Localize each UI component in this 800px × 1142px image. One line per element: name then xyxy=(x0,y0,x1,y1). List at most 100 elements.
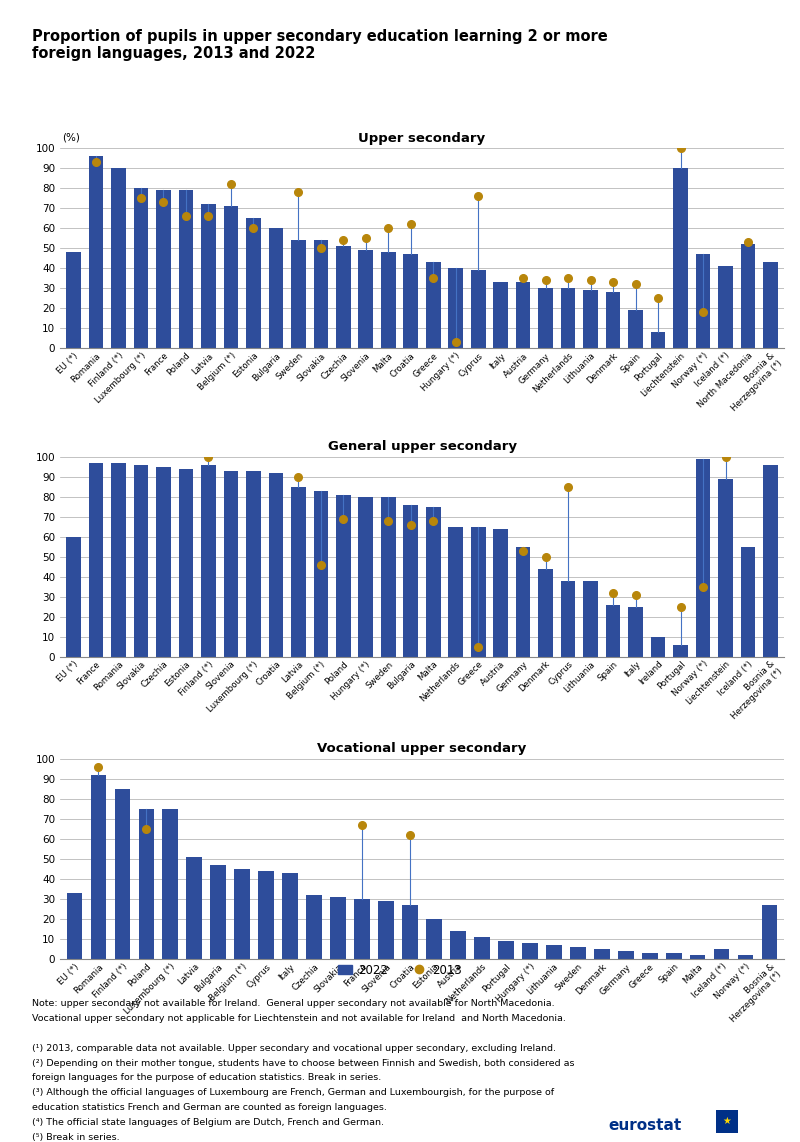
Bar xyxy=(583,290,598,348)
Bar xyxy=(570,948,586,959)
Title: General upper secondary: General upper secondary xyxy=(327,440,517,453)
Bar xyxy=(403,505,418,657)
Bar xyxy=(606,605,621,657)
Bar xyxy=(471,271,486,348)
Bar xyxy=(426,263,441,348)
Bar xyxy=(583,581,598,657)
Text: Vocational upper secondary not applicable for Liechtenstein and not available fo: Vocational upper secondary not applicabl… xyxy=(32,1014,566,1023)
Bar xyxy=(178,469,194,657)
Bar xyxy=(66,537,81,657)
Bar xyxy=(134,188,148,348)
Bar xyxy=(650,637,666,657)
Bar xyxy=(498,941,514,959)
Bar xyxy=(156,191,170,348)
Bar xyxy=(381,497,395,657)
Bar xyxy=(358,497,373,657)
Bar xyxy=(642,954,658,959)
Legend: 2022, 2013: 2022, 2013 xyxy=(338,964,462,976)
Bar xyxy=(269,473,283,657)
Text: (¹) 2013, comparable data not available. Upper secondary and vocational upper se: (¹) 2013, comparable data not available.… xyxy=(32,1044,556,1053)
Text: foreign languages for the purpose of education statistics. Break in series.: foreign languages for the purpose of edu… xyxy=(32,1073,382,1083)
Bar xyxy=(89,463,103,657)
Bar xyxy=(201,465,216,657)
Bar xyxy=(666,954,682,959)
Bar xyxy=(358,250,373,348)
Text: foreign languages, 2013 and 2022: foreign languages, 2013 and 2022 xyxy=(32,46,315,61)
Bar xyxy=(403,255,418,348)
Bar xyxy=(522,943,538,959)
Bar xyxy=(381,252,395,348)
Bar xyxy=(546,946,562,959)
Bar xyxy=(111,169,126,348)
Bar xyxy=(89,156,103,348)
Text: (%): (%) xyxy=(62,132,80,143)
Bar xyxy=(594,949,610,959)
Bar xyxy=(450,932,466,959)
Text: (⁵) Break in series.: (⁵) Break in series. xyxy=(32,1133,120,1142)
Bar xyxy=(246,471,261,657)
Bar xyxy=(378,901,394,959)
Bar xyxy=(738,955,754,959)
Bar xyxy=(66,893,82,959)
Bar xyxy=(741,547,755,657)
Bar xyxy=(90,775,106,959)
Bar xyxy=(291,486,306,657)
Bar xyxy=(330,898,346,959)
Bar xyxy=(234,869,250,959)
Bar xyxy=(138,810,154,959)
Bar xyxy=(628,311,643,348)
Bar xyxy=(66,252,81,348)
Bar xyxy=(282,874,298,959)
Bar xyxy=(354,900,370,959)
Bar xyxy=(114,789,130,959)
Bar xyxy=(618,951,634,959)
Bar xyxy=(718,478,733,657)
Bar xyxy=(471,526,486,657)
Bar xyxy=(561,289,575,348)
Text: education statistics French and German are counted as foreign languages.: education statistics French and German a… xyxy=(32,1103,387,1112)
Bar xyxy=(314,491,328,657)
Bar xyxy=(718,266,733,348)
Bar xyxy=(561,581,575,657)
Bar xyxy=(516,282,530,348)
Bar xyxy=(516,547,530,657)
Text: ★: ★ xyxy=(723,1117,731,1126)
Bar xyxy=(696,459,710,657)
Bar xyxy=(223,207,238,348)
Bar xyxy=(763,263,778,348)
Bar xyxy=(269,228,283,348)
Bar xyxy=(426,507,441,657)
Bar xyxy=(714,949,730,959)
Bar xyxy=(696,255,710,348)
Bar xyxy=(741,244,755,348)
Bar xyxy=(426,919,442,959)
Bar xyxy=(762,906,778,959)
Text: eurostat: eurostat xyxy=(608,1118,682,1133)
Bar xyxy=(763,465,778,657)
Bar xyxy=(336,247,350,348)
Title: Upper secondary: Upper secondary xyxy=(358,131,486,145)
Bar xyxy=(134,465,148,657)
Text: (³) Although the official languages of Luxembourg are French, German and Luxembo: (³) Although the official languages of L… xyxy=(32,1088,554,1097)
Bar xyxy=(306,895,322,959)
Bar xyxy=(538,289,553,348)
Text: (⁴) The official state languages of Belgium are Dutch, French and German.: (⁴) The official state languages of Belg… xyxy=(32,1118,384,1127)
Bar xyxy=(246,218,261,348)
Bar xyxy=(111,463,126,657)
Bar xyxy=(494,282,508,348)
Bar xyxy=(650,332,666,348)
Bar xyxy=(336,494,350,657)
Bar xyxy=(402,906,418,959)
Bar xyxy=(474,938,490,959)
Bar xyxy=(628,606,643,657)
Bar xyxy=(210,866,226,959)
Text: Note: upper secondary not available for Ireland.  General upper secondary not av: Note: upper secondary not available for … xyxy=(32,999,554,1008)
Bar xyxy=(186,858,202,959)
Bar xyxy=(291,241,306,348)
Bar xyxy=(223,471,238,657)
Bar xyxy=(538,569,553,657)
Bar xyxy=(449,268,463,348)
Title: Vocational upper secondary: Vocational upper secondary xyxy=(318,742,526,756)
Bar xyxy=(606,292,621,348)
Bar xyxy=(162,810,178,959)
